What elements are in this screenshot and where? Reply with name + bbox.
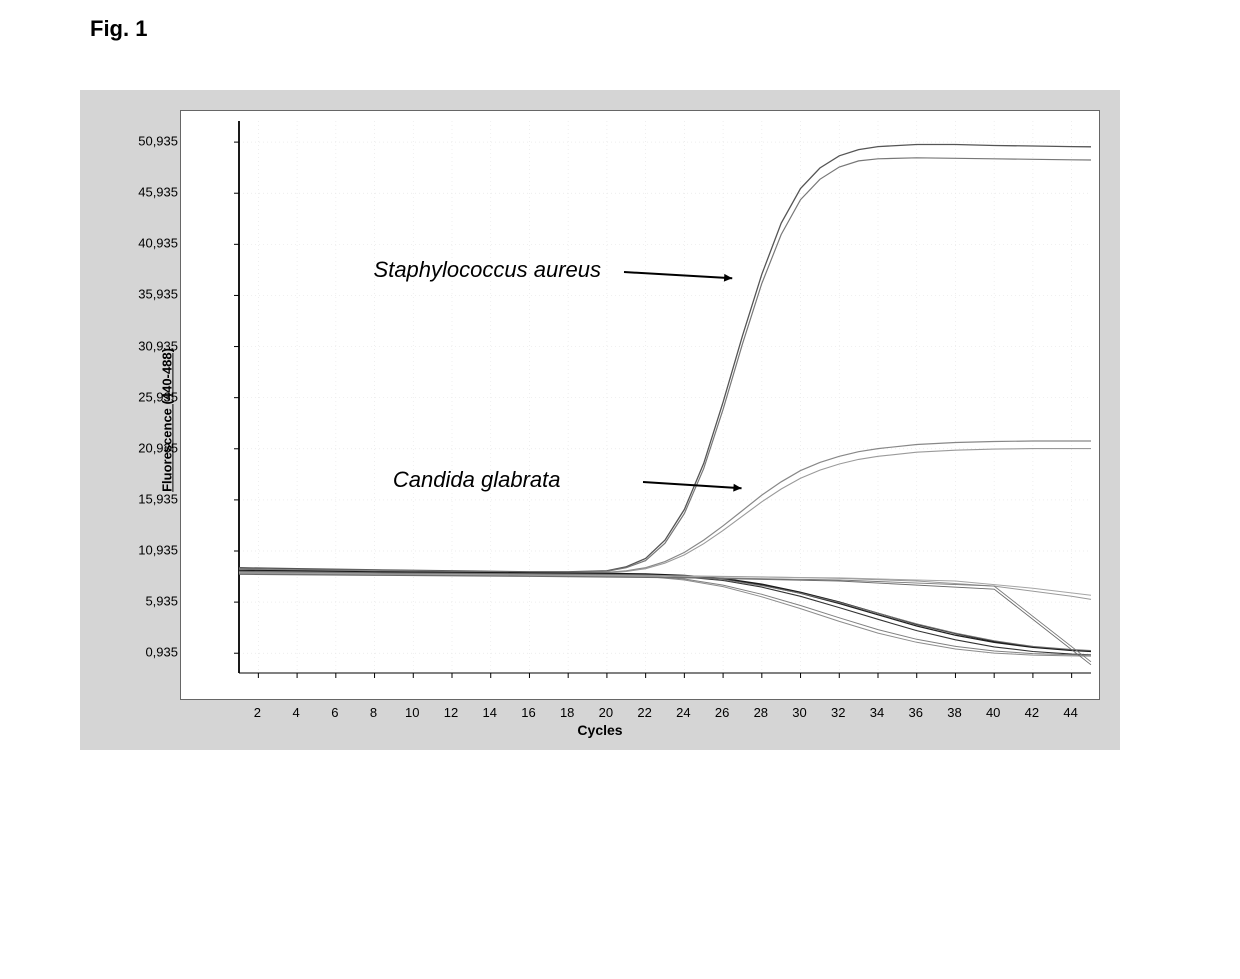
series-neg-6 xyxy=(239,571,1091,650)
x-tick-label: 12 xyxy=(444,705,458,720)
x-axis-title: Cycles xyxy=(577,722,622,738)
annotation-arrow-1 xyxy=(635,474,750,496)
x-tick-label: 34 xyxy=(870,705,884,720)
annotation-label-0: Staphylococcus aureus xyxy=(374,257,601,283)
y-tick-label: 35,935 xyxy=(138,287,178,302)
plot-area xyxy=(180,110,1100,700)
x-tick-label: 26 xyxy=(715,705,729,720)
y-tick-label: 50,935 xyxy=(138,134,178,149)
figure-label: Fig. 1 xyxy=(90,16,147,42)
x-tick-label: 30 xyxy=(792,705,806,720)
x-tick-label: 42 xyxy=(1025,705,1039,720)
y-tick-label: 40,935 xyxy=(138,236,178,251)
series-S.aureus-1 xyxy=(239,145,1091,572)
x-tick-label: 2 xyxy=(254,705,261,720)
series-neg-3 xyxy=(239,570,1091,651)
chart-container: Fluorescence (440-488) Cycles Staphyloco… xyxy=(80,90,1120,750)
x-tick-label: 44 xyxy=(1063,705,1077,720)
x-tick-label: 40 xyxy=(986,705,1000,720)
y-tick-label: 25,935 xyxy=(138,389,178,404)
x-tick-label: 14 xyxy=(482,705,496,720)
x-tick-label: 28 xyxy=(754,705,768,720)
annotation-label-1: Candida glabrata xyxy=(393,467,561,493)
y-tick-label: 15,935 xyxy=(138,491,178,506)
y-tick-label: 5,935 xyxy=(145,594,178,609)
x-tick-label: 24 xyxy=(676,705,690,720)
x-tick-label: 8 xyxy=(370,705,377,720)
y-tick-label: 10,935 xyxy=(138,542,178,557)
y-axis-title: Fluorescence (440-488) xyxy=(159,348,174,492)
x-tick-label: 4 xyxy=(292,705,299,720)
series-C.glabrata-1 xyxy=(239,441,1091,573)
x-tick-label: 32 xyxy=(831,705,845,720)
x-tick-label: 36 xyxy=(908,705,922,720)
series-C.glabrata-2 xyxy=(239,449,1091,574)
series-S.aureus-2 xyxy=(239,158,1091,573)
x-tick-label: 10 xyxy=(405,705,419,720)
x-tick-label: 16 xyxy=(521,705,535,720)
series-neg-1 xyxy=(239,571,1091,652)
x-tick-label: 20 xyxy=(599,705,613,720)
series-neg-low-1 xyxy=(239,574,1091,662)
y-tick-label: 20,935 xyxy=(138,440,178,455)
x-tick-label: 38 xyxy=(947,705,961,720)
annotation-arrow-0 xyxy=(616,264,740,286)
chart-svg xyxy=(181,111,1101,701)
series-neg-low-2 xyxy=(239,574,1091,664)
y-tick-label: 30,935 xyxy=(138,338,178,353)
y-tick-label: 45,935 xyxy=(138,185,178,200)
x-tick-label: 18 xyxy=(560,705,574,720)
x-tick-label: 22 xyxy=(637,705,651,720)
x-tick-label: 6 xyxy=(331,705,338,720)
y-tick-label: 0,935 xyxy=(145,645,178,660)
